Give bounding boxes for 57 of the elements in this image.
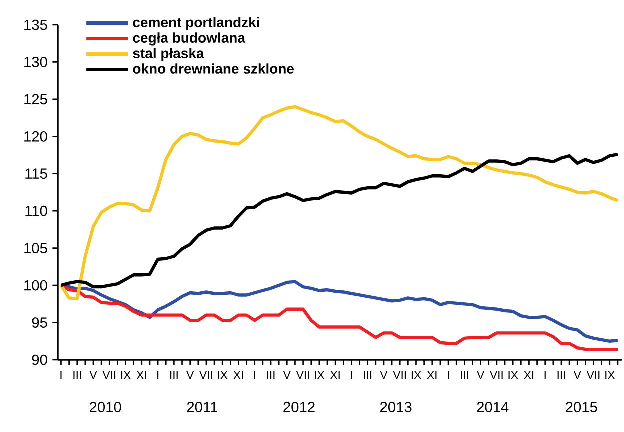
y-tick-label: 100 — [24, 280, 48, 291]
x-tick-label: XI — [330, 371, 340, 380]
x-tick-label: I — [158, 371, 159, 380]
x-tick-label: V — [90, 371, 98, 380]
x-tick-label: V — [380, 371, 388, 380]
legend-label: cement portlandzki — [133, 17, 260, 30]
text: 2014 — [477, 402, 509, 412]
x-tick-label: IX — [508, 371, 518, 380]
x-tick-label: XI — [524, 371, 534, 380]
x-tick-label: III — [364, 371, 372, 380]
x-tick-label: V — [574, 371, 582, 380]
x-tick-label: VII — [102, 371, 116, 380]
x-tick-label: I — [60, 371, 62, 380]
x-tick-label: III — [267, 371, 275, 380]
text: 2010 — [90, 402, 122, 412]
legend-label: okno drewniane szklone — [133, 64, 294, 74]
legend-label: stal płaska — [133, 48, 204, 62]
x-tick-label: IX — [218, 371, 228, 380]
x-tick-label: XI — [427, 371, 437, 380]
x-tick-label: III — [74, 371, 82, 380]
x-tick-label: III — [558, 371, 566, 380]
x-tick-label: XI — [136, 371, 146, 380]
y-tick-label: 90 — [32, 354, 48, 366]
x-tick-label: V — [477, 371, 485, 380]
text: 2015 — [566, 402, 598, 412]
y-tick-label: 120 — [24, 131, 48, 142]
y-tick-label: 130 — [24, 57, 48, 68]
x-tick-label: IX — [412, 371, 422, 380]
x-tick-label: VII — [200, 371, 212, 380]
x-tick-label: IX — [606, 371, 616, 380]
y-tick-label: 115 — [26, 168, 48, 180]
line-series — [60, 105, 620, 301]
x-tick-label: I — [351, 371, 352, 380]
x-tick-label: VII — [586, 371, 600, 380]
x-tick-label: V — [186, 371, 194, 380]
y-tick-label: 135 — [24, 20, 48, 30]
text: 2013 — [380, 402, 412, 412]
x-tick-label: VII — [296, 371, 310, 380]
x-tick-label: I — [254, 371, 256, 380]
y-tick-label: 95 — [32, 318, 48, 328]
x-tick-label: V — [283, 371, 291, 380]
x-tick-label: IX — [315, 371, 325, 380]
text: 2012 — [284, 402, 315, 412]
x-tick-label: I — [544, 371, 546, 380]
x-tick-label: I — [448, 371, 450, 380]
x-tick-label: VII — [490, 371, 503, 380]
x-tick-label: XI — [234, 371, 244, 380]
x-tick-label: IX — [121, 371, 131, 380]
legend-label: cegła budowlana — [133, 32, 246, 46]
x-tick-label: III — [460, 371, 468, 380]
x-tick-label: III — [170, 371, 178, 380]
x-tick-label: VII — [393, 371, 406, 380]
text: 2011 — [187, 402, 218, 412]
line-series — [60, 152, 620, 289]
y-tick-label: 105 — [24, 243, 48, 254]
y-tick-label: 125 — [24, 94, 48, 105]
y-tick-label: 110 — [26, 206, 48, 216]
